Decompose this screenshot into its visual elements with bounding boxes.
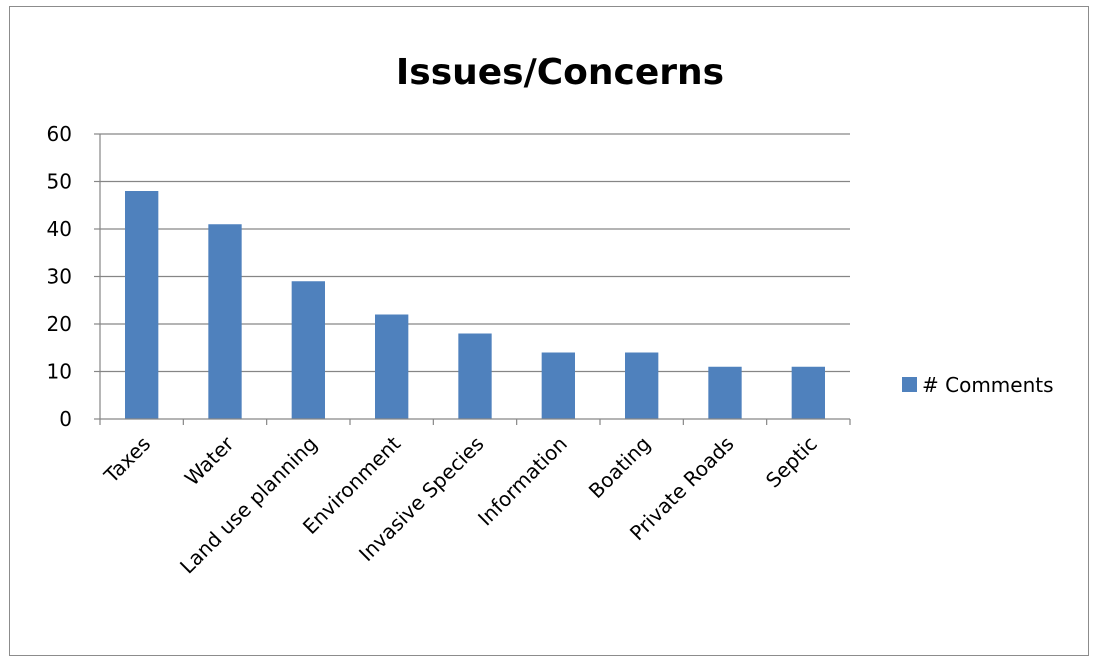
y-tick-label: 40 bbox=[47, 217, 72, 241]
x-tick-label: Septic bbox=[761, 432, 822, 493]
y-tick-label: 20 bbox=[47, 312, 72, 336]
legend-swatch bbox=[902, 377, 917, 392]
y-axis-tick-labels: 0 10 20 30 40 50 60 bbox=[47, 122, 72, 431]
y-tick-label: 0 bbox=[59, 407, 72, 431]
y-tick-label: 10 bbox=[47, 360, 72, 384]
x-tick-label: Taxes bbox=[99, 432, 156, 489]
bar bbox=[625, 352, 659, 419]
y-tick-label: 50 bbox=[47, 170, 72, 194]
bar bbox=[125, 191, 159, 419]
x-tick-label: Information bbox=[473, 432, 572, 531]
x-tick-label: Boating bbox=[584, 432, 655, 503]
bar bbox=[375, 314, 409, 419]
bar bbox=[458, 333, 492, 419]
y-tick-label: 60 bbox=[47, 122, 72, 146]
bar bbox=[791, 366, 825, 419]
bar bbox=[291, 281, 325, 419]
x-tick-label: Water bbox=[180, 431, 239, 490]
bar bbox=[208, 224, 242, 419]
chart-title: Issues/Concerns bbox=[396, 52, 724, 93]
chart-area bbox=[9, 6, 1089, 656]
axes bbox=[94, 133, 851, 425]
y-tick-label: 30 bbox=[47, 265, 72, 289]
x-tick-label: Land use planning bbox=[175, 432, 322, 579]
bar bbox=[708, 366, 742, 419]
bar bbox=[541, 352, 575, 419]
legend: # Comments bbox=[902, 373, 1054, 397]
legend-label: # Comments bbox=[922, 373, 1054, 397]
bars bbox=[125, 191, 825, 419]
